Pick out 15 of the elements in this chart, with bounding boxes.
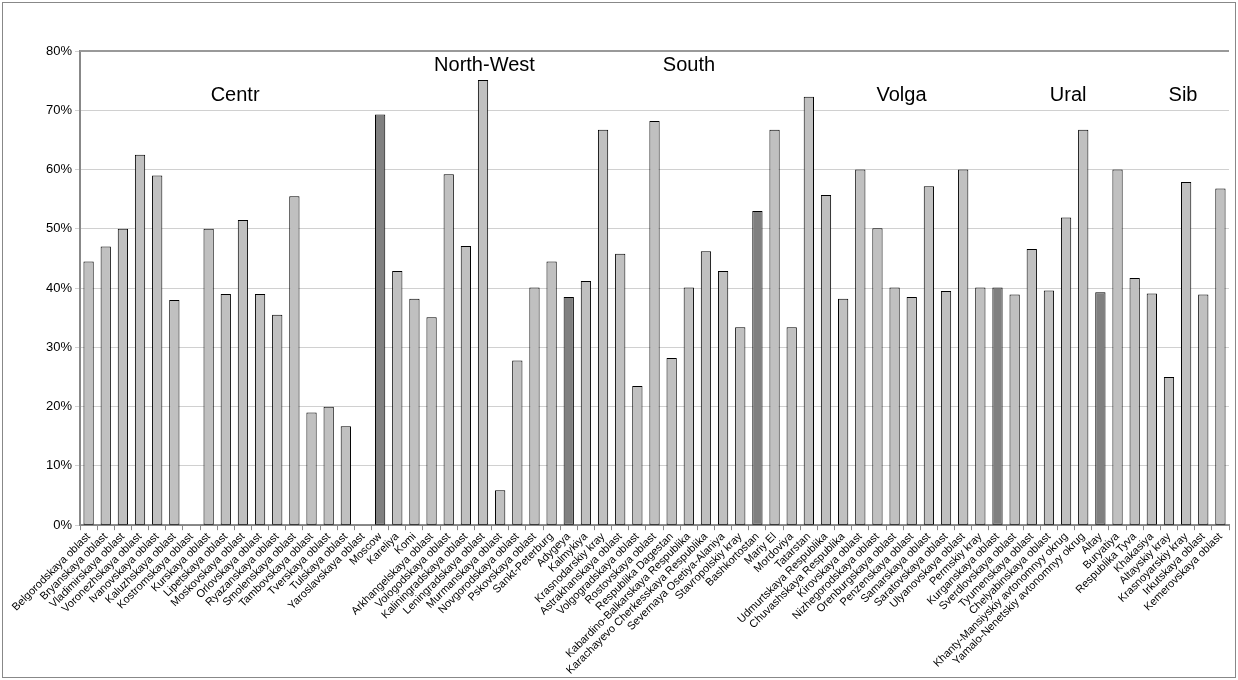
annotation: Volga [876,83,928,106]
y-tick-label: 0% [53,516,73,532]
annotation: Ural [1049,83,1087,106]
y-tick-label: 60% [45,161,73,177]
annotation: Sib [1168,83,1198,106]
y-tick-label: 70% [45,101,73,117]
y-tick-label: 50% [45,220,73,236]
y-tick-label: 40% [45,279,73,295]
y-tick-label: 30% [45,338,73,354]
y-tick-label: 80% [45,42,73,58]
y-tick-label: 10% [45,457,73,473]
annotation: South [662,52,716,75]
y-tick-label: 20% [45,398,73,414]
annotation: Centr [210,83,260,106]
annotation: North-West [434,52,536,75]
